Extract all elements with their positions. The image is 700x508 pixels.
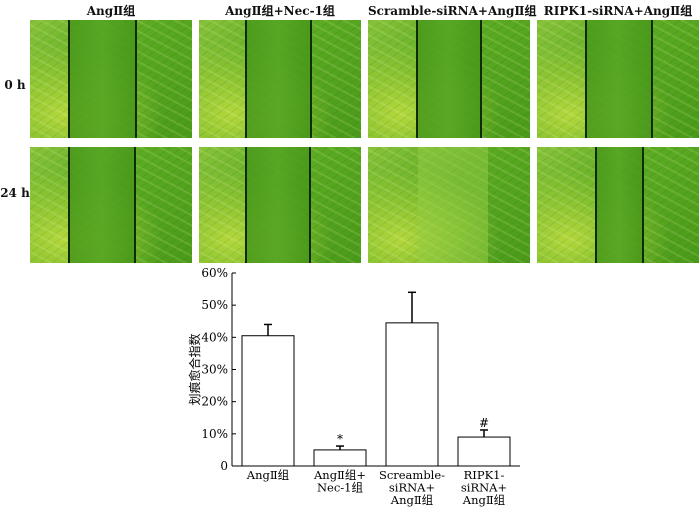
micrograph-scramble-0h	[368, 20, 530, 138]
micrograph-ang-0h	[30, 20, 192, 138]
y-tick-label: 30%	[201, 363, 228, 377]
y-tick-label: 50%	[201, 298, 228, 312]
micrograph-ang-nec1-24h	[199, 147, 361, 263]
micrograph-ripk1-0h	[537, 20, 699, 138]
y-tick-label: 0	[220, 459, 228, 473]
x-category-label: Screamble-siRNA+ AngⅡ组	[379, 468, 445, 507]
column-title-scramble: Scramble-siRNA+AngⅡ组	[368, 4, 537, 18]
x-category-label: AngⅡ组	[246, 468, 290, 482]
column-title-ang-nec1: AngⅡ组+Nec-1组	[225, 4, 335, 18]
x-category-label: AngⅡ组+ Nec-1组	[313, 468, 366, 495]
micrograph-ang-24h	[30, 147, 192, 263]
significance-mark: *	[337, 432, 343, 446]
bar	[457, 436, 511, 467]
bar	[313, 449, 367, 467]
significance-mark: #	[479, 416, 489, 430]
micrograph-scramble-24h	[368, 147, 530, 263]
column-title-ripk1: RIPK1-siRNA+AngⅡ组	[543, 4, 693, 18]
column-title-ang: AngⅡ组	[86, 4, 136, 18]
row-label-0h: 0 h	[4, 78, 26, 92]
y-tick-label: 20%	[201, 395, 228, 409]
row-label-24h: 24 h	[0, 186, 30, 200]
y-axis-label: 划痕愈合指数	[187, 333, 202, 405]
y-tick-label: 40%	[201, 330, 228, 344]
y-tick-label: 60%	[201, 266, 228, 280]
bar	[241, 335, 295, 467]
bar	[385, 322, 439, 467]
x-category-label: RIPK1-siRNA+ AngⅡ组	[461, 468, 507, 507]
micrograph-ang-nec1-0h	[199, 20, 361, 138]
y-tick-label: 10%	[201, 427, 228, 441]
micrograph-ripk1-24h	[537, 147, 699, 263]
